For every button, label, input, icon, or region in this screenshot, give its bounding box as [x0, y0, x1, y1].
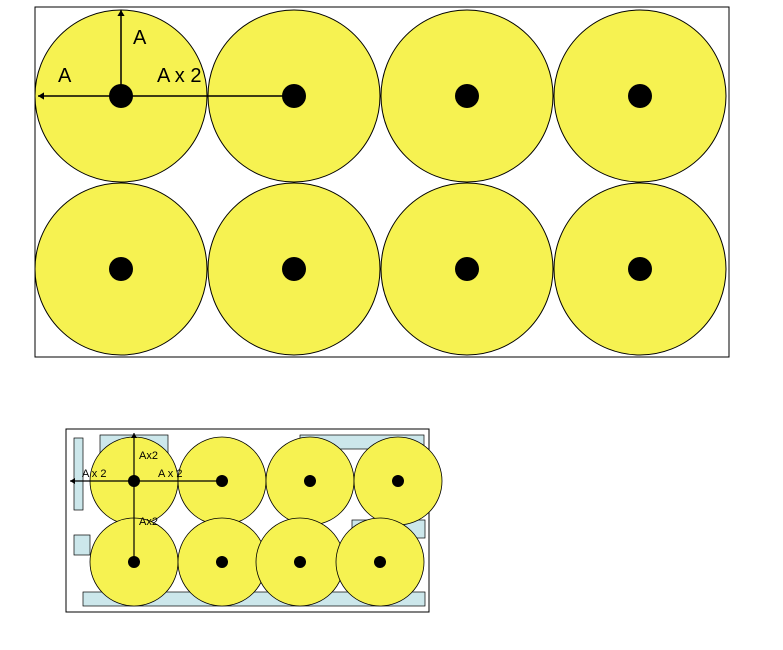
diagram-bottom-label: A x 2	[82, 468, 106, 480]
diagram-top-center-dot	[455, 257, 479, 281]
diagram-bottom-center-dot	[216, 475, 228, 487]
diagram-bottom-center-dot	[128, 556, 140, 568]
diagram-top-center-dot	[282, 84, 306, 108]
diagram-top-center-dot	[282, 257, 306, 281]
diagram-top-center-dot	[109, 84, 133, 108]
diagram-top-label: A x 2	[157, 65, 201, 87]
diagram-top: A A A x 2	[35, 7, 729, 357]
diagram-top-center-dot	[628, 257, 652, 281]
diagram-bottom-label: A x 2	[158, 468, 182, 480]
diagram-bottom-center-dot	[304, 475, 316, 487]
diagram-bottom-center-dot	[216, 556, 228, 568]
diagram-top-center-dot	[109, 257, 133, 281]
diagram-bottom-center-dot	[128, 475, 140, 487]
diagram-bottom-label: Ax2	[139, 450, 158, 462]
diagram-top-label: A	[58, 65, 72, 87]
diagram-bottom-center-dot	[294, 556, 306, 568]
diagram-bottom-label: Ax2	[139, 516, 158, 528]
diagram-top-center-dot	[455, 84, 479, 108]
diagram-bottom-bgblock	[74, 535, 90, 555]
diagram-bottom-center-dot	[374, 556, 386, 568]
diagram-top-center-dot	[628, 84, 652, 108]
diagram-canvas: AAA x 2Ax2A x 2A x 2Ax2	[0, 0, 783, 650]
diagram-bottom: Ax2A x 2A x 2Ax2	[66, 429, 442, 612]
diagram-top-label: A	[133, 27, 147, 49]
diagram-bottom-center-dot	[392, 475, 404, 487]
